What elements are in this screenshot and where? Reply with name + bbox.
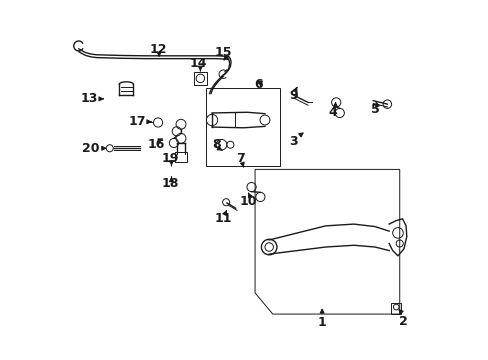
Text: 4: 4 — [327, 107, 336, 120]
Text: 13: 13 — [81, 93, 98, 105]
Text: 1: 1 — [317, 316, 326, 329]
Text: 10: 10 — [239, 195, 256, 208]
Text: 16: 16 — [147, 138, 164, 151]
Text: 9: 9 — [289, 89, 298, 102]
Text: 15: 15 — [214, 46, 232, 59]
Text: 2: 2 — [398, 315, 407, 328]
Text: 6: 6 — [254, 78, 263, 91]
Text: 5: 5 — [370, 103, 379, 116]
Bar — [194, 72, 206, 85]
Text: 17: 17 — [128, 115, 145, 128]
Bar — [390, 303, 401, 314]
Text: 8: 8 — [211, 138, 220, 151]
Text: 3: 3 — [289, 135, 298, 148]
Text: 7: 7 — [236, 152, 245, 165]
Text: 19: 19 — [162, 152, 179, 165]
Bar — [174, 153, 187, 162]
Text: 20: 20 — [82, 142, 100, 155]
Text: 14: 14 — [189, 57, 207, 70]
Text: 18: 18 — [162, 177, 179, 190]
Text: 11: 11 — [214, 212, 232, 225]
Text: 12: 12 — [149, 43, 166, 56]
